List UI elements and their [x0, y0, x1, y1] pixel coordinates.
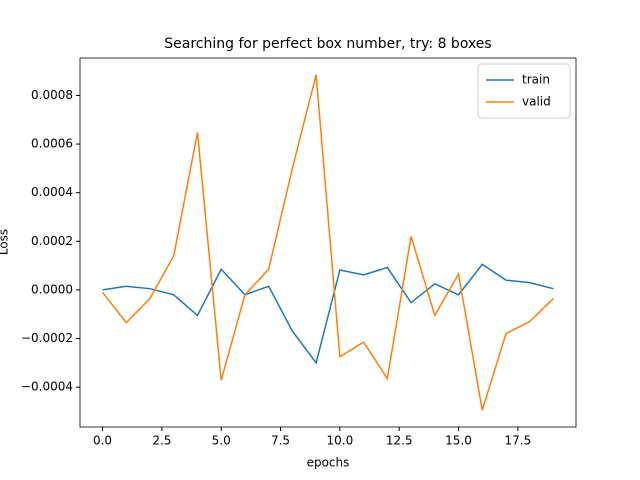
x-tick-label: 7.5 — [271, 434, 290, 448]
x-tick-label: 10.0 — [327, 434, 354, 448]
axes-frame — [79, 57, 577, 428]
y-tick-label: 0.0002 — [31, 234, 73, 248]
series-line — [102, 263, 554, 365]
x-tick-label: 2.5 — [152, 434, 171, 448]
x-tick-label: 0.0 — [93, 434, 112, 448]
y-tick-label: 0.0004 — [31, 185, 73, 199]
y-tick-label: −0.0002 — [21, 331, 73, 345]
y-axis-label: Loss — [0, 229, 11, 255]
y-tick-label: 0.0008 — [31, 88, 73, 102]
x-tick-label: 17.5 — [504, 434, 531, 448]
legend-box — [477, 63, 571, 119]
x-tick-label: 15.0 — [445, 434, 472, 448]
x-tick-label: 12.5 — [386, 434, 413, 448]
chart-title: Searching for perfect box number, try: 8… — [164, 36, 491, 52]
y-tick-label: 0.0000 — [31, 282, 73, 296]
y-tick-label: 0.0006 — [31, 137, 73, 151]
x-tick-label: 5.0 — [212, 434, 231, 448]
x-axis-label: epochs — [307, 456, 350, 470]
series-line — [101, 74, 554, 411]
legend-label: train — [522, 73, 550, 87]
y-tick-label: −0.0004 — [21, 380, 73, 394]
legend-label: valid — [522, 95, 551, 109]
